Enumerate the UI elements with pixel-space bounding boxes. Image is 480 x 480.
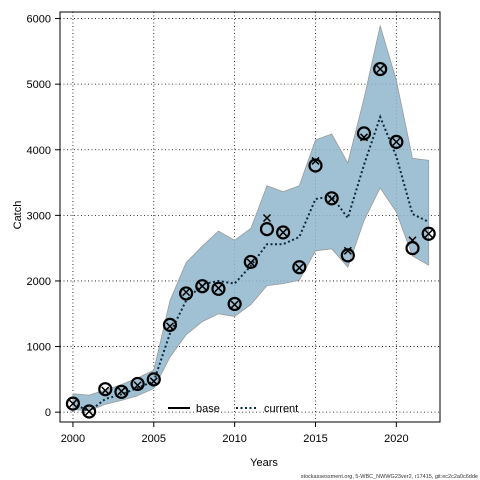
- observed-point: [308, 158, 323, 173]
- predicted-point: [214, 284, 223, 293]
- predicted-point: [165, 322, 174, 331]
- observed-point: [324, 191, 339, 206]
- observed-point: [179, 286, 194, 301]
- legend: base current: [168, 403, 298, 415]
- predicted-point: [392, 137, 401, 146]
- predicted-point: [424, 229, 433, 238]
- x-tick-label: 2000: [61, 433, 85, 445]
- observed-point: [259, 222, 275, 237]
- observed-point: [98, 382, 113, 397]
- x-axis: 2000 2005 2010 2015 2020: [61, 422, 409, 445]
- observed-point: [82, 404, 97, 419]
- observed-point: [130, 376, 145, 392]
- observed-point: [405, 241, 420, 256]
- plot-frame: [59, 11, 441, 423]
- observed-point: [146, 372, 161, 387]
- observed-markers: [65, 61, 436, 419]
- y-tick-label: 2000: [27, 276, 51, 288]
- x-tick-label: 2015: [303, 433, 327, 445]
- observed-point: [373, 61, 388, 77]
- predicted-point: [262, 213, 272, 223]
- legend-base-label: base: [196, 403, 220, 415]
- observed-point: [195, 279, 210, 294]
- predicted-point: [230, 300, 239, 309]
- observed-point: [292, 260, 307, 275]
- observed-point: [65, 396, 81, 411]
- x-axis-title: Years: [250, 457, 278, 469]
- predicted-point: [376, 65, 385, 74]
- current-series-line: [72, 114, 430, 413]
- confidence-band: [72, 24, 430, 412]
- observed-point: [389, 134, 404, 149]
- predicted-point: [149, 377, 158, 386]
- y-tick-label: 4000: [27, 145, 51, 157]
- observed-point: [276, 225, 291, 240]
- predicted-markers: [68, 65, 433, 416]
- observed-point: [211, 281, 226, 296]
- observed-point: [243, 254, 258, 270]
- observed-point: [421, 226, 436, 241]
- predicted-point: [327, 194, 336, 203]
- observed-point: [114, 384, 129, 399]
- y-tick-label: 6000: [27, 14, 51, 26]
- predicted-point: [246, 258, 255, 267]
- y-tick-label: 3000: [27, 210, 51, 222]
- x-tick-label: 2005: [142, 433, 166, 445]
- x-tick-label: 2020: [384, 433, 408, 445]
- predicted-point: [311, 156, 320, 165]
- predicted-point: [101, 386, 110, 395]
- observed-point: [227, 296, 242, 312]
- y-axis: 0 1000 2000 3000 4000 5000 6000: [27, 14, 60, 419]
- x-tick-label: 2010: [222, 433, 246, 445]
- legend-current-label: current: [264, 403, 298, 415]
- predicted-point: [133, 381, 142, 390]
- y-tick-label: 5000: [27, 79, 51, 91]
- y-tick-label: 1000: [27, 342, 51, 354]
- predicted-point: [198, 282, 207, 291]
- y-tick-label: 0: [45, 407, 51, 419]
- predicted-point: [279, 228, 288, 237]
- y-axis-title: Catch: [12, 201, 24, 230]
- predicted-point: [68, 399, 77, 408]
- predicted-point: [182, 288, 191, 297]
- observed-point: [356, 126, 372, 141]
- observed-point: [162, 317, 178, 333]
- predicted-point: [117, 387, 126, 396]
- predicted-point: [295, 263, 304, 272]
- predicted-point: [343, 246, 352, 255]
- footer-text: stockassessment.org, 5-WBC_NWWG23ver2, r…: [301, 474, 478, 480]
- observed-point: [340, 248, 355, 263]
- predicted-point: [85, 407, 94, 416]
